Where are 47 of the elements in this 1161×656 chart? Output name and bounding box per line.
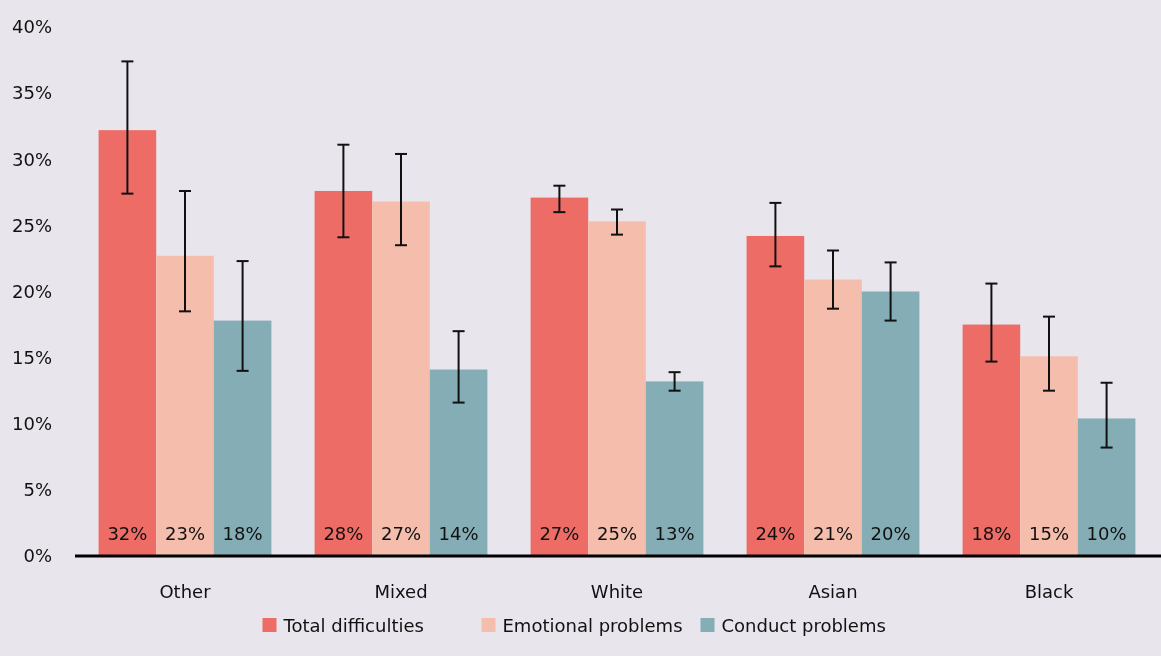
data-label: 18% [222, 523, 263, 544]
data-label: 20% [870, 523, 911, 544]
data-label: 32% [107, 523, 148, 544]
bar [1077, 418, 1136, 556]
data-label: 18% [971, 523, 1012, 544]
bar [861, 291, 920, 556]
bar [804, 279, 862, 556]
y-tick-label: 35% [11, 82, 52, 104]
y-tick-label: 40% [11, 16, 52, 38]
y-tick-label: 30% [11, 148, 52, 170]
y-tick-label: 0% [23, 545, 52, 567]
bar [372, 201, 430, 556]
x-tick-label: Asian [808, 581, 858, 602]
bar [314, 190, 373, 556]
x-tick-label: Mixed [374, 581, 428, 602]
legend-label: Total difficulties [282, 615, 424, 637]
data-label: 15% [1028, 523, 1070, 544]
bar [213, 320, 272, 556]
x-tick-label: Black [1024, 581, 1074, 602]
y-tick-label: 15% [11, 346, 52, 368]
bar [645, 381, 704, 556]
data-label: 13% [654, 523, 695, 544]
bar [588, 221, 646, 556]
bar [1020, 356, 1078, 556]
data-label: 10% [1086, 523, 1127, 544]
y-tick-label: 20% [11, 280, 52, 302]
data-label: 21% [812, 523, 854, 544]
bar [98, 130, 157, 556]
data-label: 24% [755, 523, 796, 544]
data-label: 27% [539, 523, 580, 544]
x-tick-label: Other [159, 581, 212, 602]
legend-label: Conduct problems [721, 615, 886, 637]
x-tick-label: White [590, 581, 644, 602]
data-label: 25% [596, 523, 638, 544]
data-label: 27% [380, 523, 422, 544]
y-tick-label: 5% [23, 479, 52, 501]
bar [429, 369, 488, 556]
data-label: 14% [438, 523, 479, 544]
data-label: 23% [164, 523, 206, 544]
bar [156, 255, 214, 556]
y-tick-label: 25% [11, 214, 52, 236]
bar [746, 235, 805, 556]
data-label: 28% [323, 523, 364, 544]
bar [962, 324, 1021, 556]
bar [530, 197, 589, 556]
y-tick-label: 10% [11, 413, 52, 435]
legend-label: Emotional problems [502, 615, 683, 637]
